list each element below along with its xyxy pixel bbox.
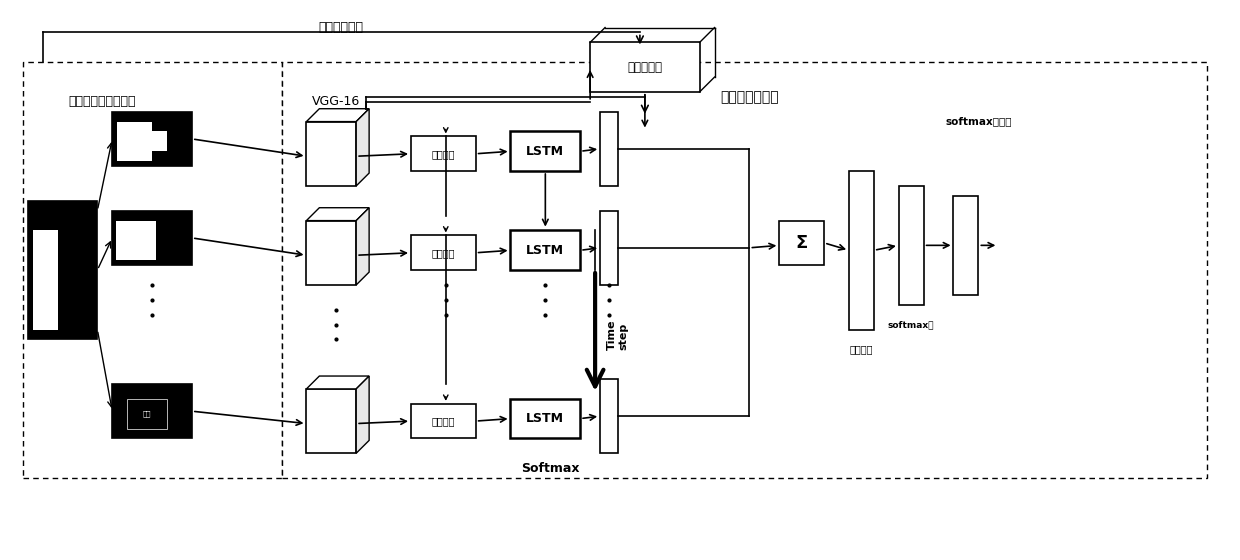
Polygon shape: [306, 208, 370, 221]
Text: softmax层: softmax层: [888, 320, 935, 329]
FancyBboxPatch shape: [306, 122, 356, 186]
FancyBboxPatch shape: [128, 399, 167, 428]
FancyBboxPatch shape: [410, 137, 476, 171]
Text: Time
step: Time step: [608, 319, 629, 349]
Polygon shape: [306, 376, 370, 389]
FancyBboxPatch shape: [954, 196, 978, 295]
FancyBboxPatch shape: [511, 132, 580, 171]
FancyBboxPatch shape: [306, 389, 356, 453]
FancyBboxPatch shape: [118, 122, 153, 161]
FancyBboxPatch shape: [281, 62, 1208, 478]
FancyBboxPatch shape: [511, 399, 580, 438]
Text: LSTM: LSTM: [526, 145, 564, 158]
Text: Softmax: Softmax: [521, 461, 579, 475]
Text: 图像情感属性: 图像情感属性: [319, 21, 363, 34]
FancyBboxPatch shape: [899, 186, 924, 305]
Text: 加权特征: 加权特征: [432, 416, 455, 426]
FancyBboxPatch shape: [306, 221, 356, 285]
Text: LSTM: LSTM: [526, 412, 564, 425]
Text: 图像情感分类器: 图像情感分类器: [720, 90, 779, 104]
FancyBboxPatch shape: [113, 384, 192, 438]
FancyBboxPatch shape: [22, 62, 281, 478]
Polygon shape: [306, 109, 370, 122]
FancyBboxPatch shape: [600, 379, 618, 453]
Text: 加权特征: 加权特征: [432, 248, 455, 258]
Text: softmax分类器: softmax分类器: [945, 116, 1012, 127]
FancyBboxPatch shape: [511, 231, 580, 270]
FancyBboxPatch shape: [600, 211, 618, 285]
FancyBboxPatch shape: [32, 231, 57, 329]
FancyBboxPatch shape: [117, 221, 156, 260]
FancyBboxPatch shape: [27, 201, 98, 339]
FancyBboxPatch shape: [849, 171, 874, 329]
Text: VGG-16: VGG-16: [312, 95, 361, 108]
Text: Σ: Σ: [796, 234, 808, 252]
FancyBboxPatch shape: [410, 235, 476, 270]
FancyBboxPatch shape: [113, 111, 192, 166]
Text: 注意力模型: 注意力模型: [627, 60, 662, 73]
Polygon shape: [356, 208, 370, 285]
Text: 图像目标区域初始化: 图像目标区域初始化: [68, 95, 136, 108]
Text: 加权特征: 加权特征: [432, 149, 455, 159]
Text: 卢北: 卢北: [143, 410, 151, 417]
FancyBboxPatch shape: [113, 211, 192, 265]
FancyBboxPatch shape: [779, 221, 825, 265]
FancyBboxPatch shape: [600, 111, 618, 186]
FancyBboxPatch shape: [410, 404, 476, 438]
FancyBboxPatch shape: [590, 43, 699, 92]
FancyBboxPatch shape: [148, 132, 167, 151]
Text: LSTM: LSTM: [526, 244, 564, 257]
Text: 全连接层: 全连接层: [849, 344, 873, 354]
Polygon shape: [356, 376, 370, 453]
Polygon shape: [356, 109, 370, 186]
